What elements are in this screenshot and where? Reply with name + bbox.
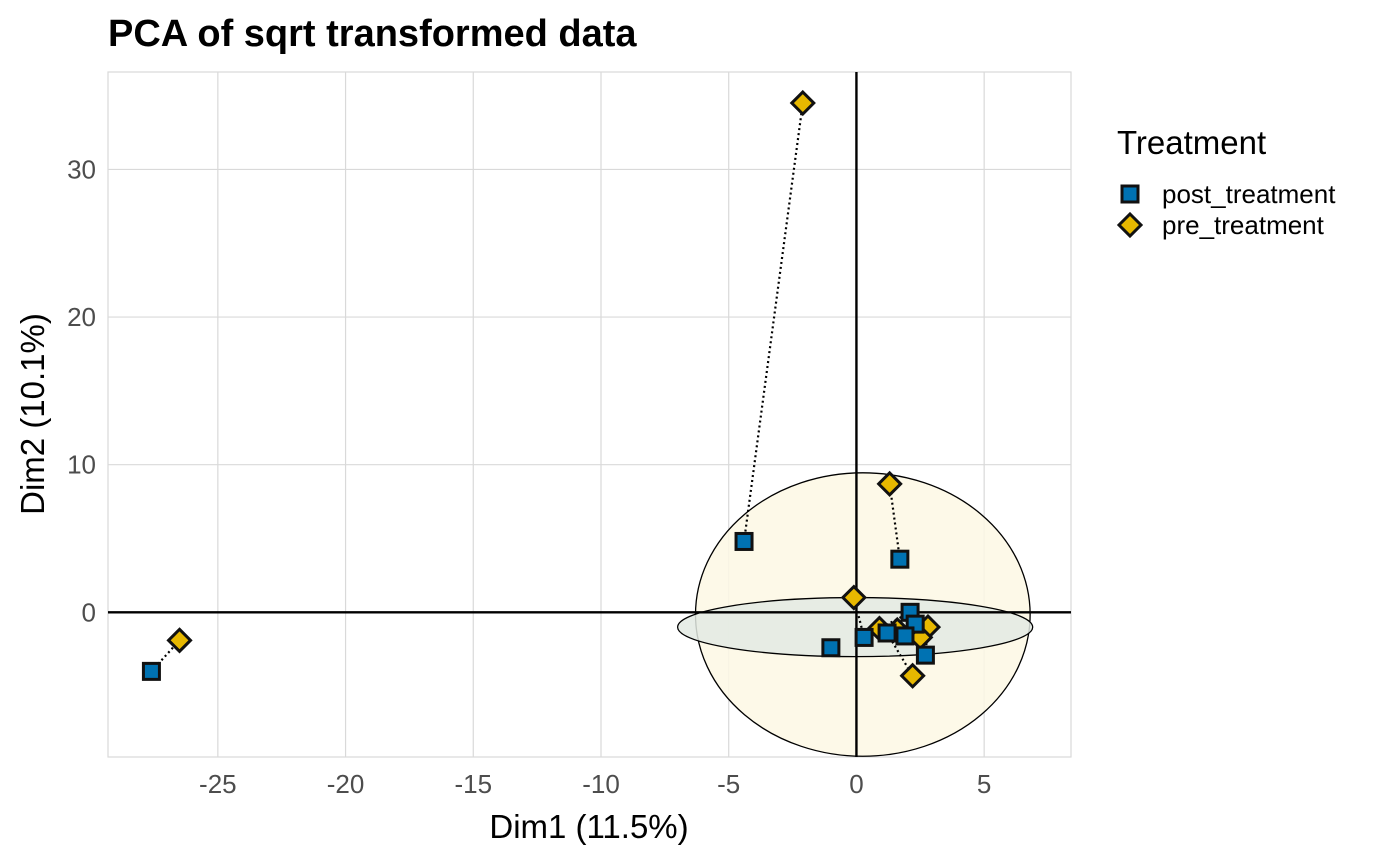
y-axis-ticks: 0 10 20 30 xyxy=(67,154,96,627)
point-pre-treatment xyxy=(899,662,926,689)
legend-diamond-icon xyxy=(1116,211,1144,239)
point-pre-treatment xyxy=(876,470,903,498)
legend-title: Treatment xyxy=(1117,124,1266,161)
point-post-treatment xyxy=(877,623,897,643)
x-tick-label: -25 xyxy=(199,769,237,799)
y-tick-label: 30 xyxy=(67,154,96,184)
x-tick-label: -20 xyxy=(327,769,365,799)
data-points xyxy=(141,89,942,689)
point-post-treatment xyxy=(734,531,754,551)
point-post-treatment xyxy=(141,661,161,681)
legend-square-icon xyxy=(1120,184,1140,204)
y-tick-label: 20 xyxy=(67,302,96,332)
x-tick-label: 5 xyxy=(977,769,991,799)
legend-label: post_treatment xyxy=(1162,179,1336,209)
point-post-treatment xyxy=(895,626,915,646)
point-post-treatment xyxy=(821,638,841,658)
x-tick-label: -15 xyxy=(454,769,492,799)
y-tick-label: 10 xyxy=(67,450,96,480)
point-post-treatment xyxy=(890,549,910,569)
legend-item-pre-treatment: pre_treatment xyxy=(1116,210,1325,240)
pair-link xyxy=(742,102,804,542)
legend-label: pre_treatment xyxy=(1162,210,1325,240)
legend-item-post-treatment: post_treatment xyxy=(1120,179,1336,209)
plot-panel-border xyxy=(107,71,1072,758)
point-pre-treatment xyxy=(840,584,867,611)
x-tick-label: -10 xyxy=(582,769,620,799)
point-post-treatment xyxy=(854,627,874,647)
chart-title: PCA of sqrt transformed data xyxy=(108,13,637,55)
y-tick-label: 0 xyxy=(82,597,96,627)
x-tick-label: 0 xyxy=(849,769,863,799)
x-axis-ticks: -25 -20 -15 -10 -5 0 5 xyxy=(199,769,991,799)
y-axis-title: Dim2 (10.1%) xyxy=(14,313,51,515)
point-pre-treatment xyxy=(789,89,816,117)
confidence-ellipses xyxy=(676,472,1034,757)
point-post-treatment xyxy=(915,645,935,665)
x-tick-label: -5 xyxy=(717,769,740,799)
x-axis-title: Dim1 (11.5%) xyxy=(489,808,688,845)
point-pre-treatment xyxy=(166,627,193,654)
